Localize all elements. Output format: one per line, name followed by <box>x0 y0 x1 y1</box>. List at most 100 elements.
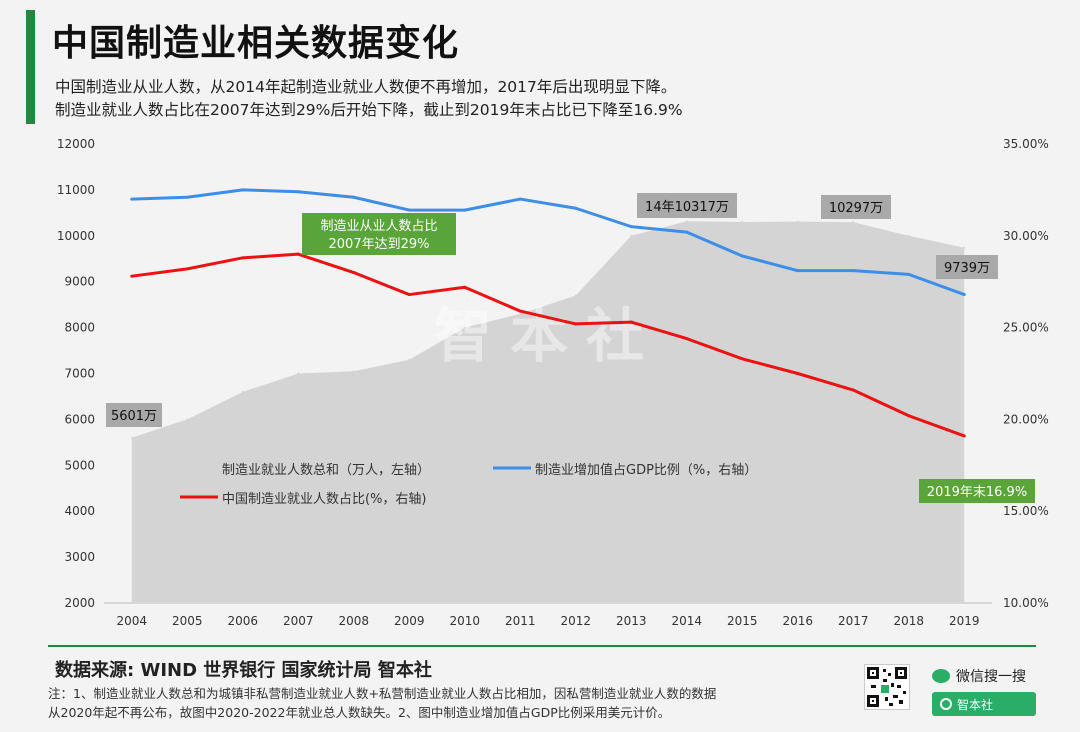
annotation-label: 5601万 <box>111 409 157 424</box>
right-axis-tick: 10.00% <box>1003 596 1049 610</box>
employment-share-point <box>463 285 467 289</box>
left-axis-tick: 6000 <box>64 412 95 426</box>
left-axis-tick: 5000 <box>64 458 95 472</box>
right-axis-tick: 20.00% <box>1003 412 1049 426</box>
left-axis-tick: 8000 <box>64 321 95 335</box>
x-axis-tick: 2009 <box>394 614 425 628</box>
watermark-text: 智本社 <box>434 302 662 370</box>
area-point <box>796 220 799 223</box>
employment-share-point <box>796 372 800 375</box>
employment-share-point <box>574 322 578 326</box>
employment-share-point <box>962 434 966 438</box>
line-employment-share <box>131 252 965 438</box>
x-axis-tick: 2012 <box>560 614 591 628</box>
title-accent-bar <box>26 10 35 124</box>
x-axis-tick: 2013 <box>616 614 647 628</box>
area-point <box>963 246 966 249</box>
legend-red-label: 中国制造业就业人数占比(%，右轴) <box>222 492 427 507</box>
left-axis-tick: 2000 <box>64 596 95 610</box>
employment-share-point <box>851 388 855 392</box>
annotation-box <box>936 255 998 279</box>
left-axis-tick: 7000 <box>64 367 95 381</box>
wechat-search-label: 微信搜一搜 <box>932 666 1026 686</box>
search-icon <box>940 698 952 710</box>
x-axis-tick: 2014 <box>671 614 702 628</box>
area-point <box>741 221 744 224</box>
gdp-share-point <box>851 269 855 273</box>
gdp-share-point <box>296 190 300 194</box>
x-axis-tick: 2006 <box>227 614 258 628</box>
employment-share-point <box>740 357 744 361</box>
annotation-box <box>302 213 456 255</box>
employment-share-point <box>130 274 134 278</box>
footnote-line-2: 从2020年起不再公布，故图中2020-2022年就业总人数缺失。2、图中制造业… <box>48 705 671 720</box>
area-point <box>852 221 855 224</box>
right-axis-tick: 35.00% <box>1003 137 1049 151</box>
wechat-search-text: 微信搜一搜 <box>956 669 1026 685</box>
gdp-share-point <box>740 254 744 258</box>
page-title: 中国制造业相关数据变化 <box>52 23 460 64</box>
area-employment-total <box>131 221 965 603</box>
x-axis-tick: 2016 <box>782 614 813 628</box>
gdp-share-point <box>185 195 189 199</box>
area-point <box>463 326 466 329</box>
employment-share-point <box>407 293 411 297</box>
area-point <box>297 372 300 375</box>
gdp-share-point <box>130 197 134 201</box>
legend-blue-label: 制造业增加值占GDP比例（%，右轴） <box>535 462 757 478</box>
left-axis-tick: 3000 <box>64 550 95 564</box>
employment-share-point <box>518 309 522 313</box>
footer-divider <box>48 645 1036 647</box>
gdp-share-point <box>962 293 966 297</box>
legend-area-label: 制造业就业人数总和（万人，左轴） <box>222 463 430 478</box>
employment-share-point <box>907 414 911 418</box>
area-point <box>519 312 522 315</box>
data-source: 数据来源: WIND 世界银行 国家统计局 智本社 <box>55 660 432 681</box>
area-point <box>630 234 633 237</box>
employment-share-point <box>296 252 300 256</box>
left-axis-tick: 10000 <box>57 229 95 243</box>
wechat-search-button[interactable]: 智本社 <box>932 692 1036 716</box>
qr-code-icon <box>864 664 910 710</box>
subtitle-line-2: 制造业就业人数占比在2007年达到29%后开始下降，截止到2019年末占比已下降… <box>55 101 683 119</box>
right-axis-tick: 25.00% <box>1003 321 1049 335</box>
area-point <box>574 294 577 297</box>
area-point <box>408 358 411 361</box>
area-point <box>352 370 355 373</box>
footnote: 注：1、制造业就业人数总和为城镇非私营制造业就业人数+私营制造业就业人数占比相加… <box>48 684 848 722</box>
gdp-share-point <box>685 230 689 234</box>
x-axis-tick: 2015 <box>727 614 758 628</box>
employment-share-point <box>629 320 633 324</box>
chart-svg: 2000 3000 4000 5000 6000 7000 8000 9000 10000 110… <box>57 137 1049 628</box>
x-axis-tick: 2005 <box>172 614 203 628</box>
x-axis-tick: 2018 <box>893 614 924 628</box>
annotation-label: 14年10317万 <box>645 200 729 215</box>
x-axis-tick: 2017 <box>838 614 869 628</box>
footnote-line-1: 注：1、制造业就业人数总和为城镇非私营制造业就业人数+私营制造业就业人数占比相加… <box>48 686 717 701</box>
employment-share-point <box>241 256 245 260</box>
annotation-label: 2007年达到29% <box>329 237 430 252</box>
annotation-label: 制造业从业人数占比 <box>320 219 437 234</box>
right-axis-tick: 15.00% <box>1003 504 1049 518</box>
x-axis-tick: 2007 <box>283 614 314 628</box>
annotation-box <box>919 479 1035 503</box>
area-point <box>907 234 910 237</box>
left-axis-tick: 4000 <box>64 504 95 518</box>
gdp-share-point <box>907 272 911 276</box>
gdp-share-point <box>796 269 800 273</box>
gdp-share-point <box>629 225 633 229</box>
annotation-box <box>106 403 162 427</box>
employment-share-point <box>685 337 689 341</box>
left-axis-tick: 11000 <box>57 183 95 197</box>
annotation-label: 2019年末16.9% <box>927 485 1027 500</box>
employment-share-point <box>185 267 189 271</box>
x-axis-tick: 2008 <box>338 614 369 628</box>
area-point <box>186 418 189 421</box>
gdp-share-point <box>463 208 467 212</box>
area-point <box>685 220 688 223</box>
x-axis-tick: 2004 <box>116 614 147 628</box>
line-gdp-share <box>131 188 965 296</box>
search-button-label: 智本社 <box>957 697 994 712</box>
right-axis-tick: 30.00% <box>1003 229 1049 243</box>
gdp-share-point <box>241 188 245 192</box>
